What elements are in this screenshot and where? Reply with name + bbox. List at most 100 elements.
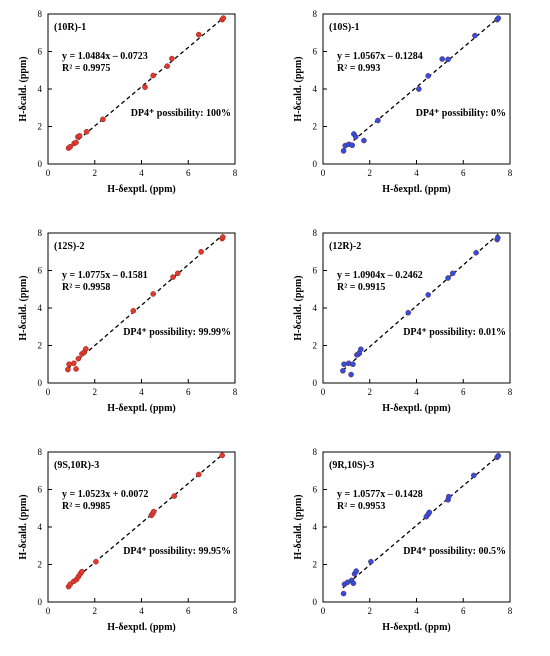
plot-frame xyxy=(322,232,511,384)
data-point xyxy=(470,472,477,479)
data-point xyxy=(65,366,71,373)
x-axis-label: H-δexptl. (ppm) xyxy=(382,403,451,414)
x-tick-label: 0 xyxy=(321,387,326,397)
data-point xyxy=(171,493,178,499)
data-point xyxy=(83,128,90,135)
r-squared-label: R² = 0.9975 xyxy=(62,63,110,74)
x-tick-label: 0 xyxy=(46,168,51,178)
regression-line xyxy=(67,233,224,370)
y-tick-label: 2 xyxy=(313,560,318,570)
y-tick-label: 8 xyxy=(38,228,43,238)
x-tick-label: 8 xyxy=(508,387,513,397)
y-tick-label: 6 xyxy=(38,485,43,495)
panel-title: (9S,10R)-3 xyxy=(54,460,99,471)
x-tick-label: 0 xyxy=(321,168,326,178)
data-point xyxy=(353,568,359,574)
data-point xyxy=(341,361,347,368)
data-point xyxy=(449,270,456,277)
y-tick-label: 6 xyxy=(38,47,43,57)
x-tick-label: 6 xyxy=(461,168,466,178)
y-tick-label: 4 xyxy=(38,303,43,313)
data-point xyxy=(195,31,202,38)
y-tick-label: 0 xyxy=(38,597,43,607)
data-point xyxy=(340,148,347,154)
data-point xyxy=(425,73,431,79)
data-point xyxy=(142,84,148,90)
data-point xyxy=(416,86,422,92)
data-point xyxy=(348,371,354,378)
x-tick-label: 4 xyxy=(414,606,419,616)
data-point xyxy=(174,270,181,277)
panel-title: (10R)-1 xyxy=(54,22,86,33)
data-point xyxy=(169,55,175,62)
y-tick-label: 2 xyxy=(38,341,43,351)
x-tick-label: 4 xyxy=(139,606,144,616)
x-tick-label: 4 xyxy=(414,387,419,397)
equation-label: y = 1.0775x – 0.1581 xyxy=(62,270,148,281)
panel-title: (10S)-1 xyxy=(329,22,360,33)
data-point xyxy=(100,116,106,123)
y-tick-label: 2 xyxy=(38,122,43,132)
y-tick-label: 4 xyxy=(313,84,318,94)
regression-line xyxy=(67,17,224,150)
equation-label: y = 1.0484x – 0.0723 xyxy=(62,51,148,62)
r-squared-label: R² = 0.9985 xyxy=(62,501,110,512)
y-tick-label: 6 xyxy=(313,266,318,276)
x-tick-label: 2 xyxy=(368,606,373,616)
data-point xyxy=(445,493,452,500)
r-squared-label: R² = 0.993 xyxy=(337,63,380,74)
x-tick-label: 8 xyxy=(233,387,238,397)
x-tick-label: 2 xyxy=(368,168,373,178)
y-tick-label: 2 xyxy=(38,560,43,570)
x-tick-label: 4 xyxy=(414,168,419,178)
x-tick-label: 6 xyxy=(186,168,191,178)
data-point xyxy=(495,15,502,21)
x-tick-label: 6 xyxy=(461,387,466,397)
y-axis-label: H-δcald. (ppm) xyxy=(18,494,29,559)
data-point xyxy=(73,366,79,372)
chart-panel-4: 0 2 4 6 8 0 2 4 6 8 H-δexptl. (ppm) H-δcald. (ppm) (… xyxy=(275,219,550,438)
x-tick-label: 2 xyxy=(93,168,98,178)
chart-panel-6: 0 2 4 6 8 0 2 4 6 8 H-δexptl. (ppm) H-δcald. (ppm) (… xyxy=(275,438,550,656)
data-point xyxy=(130,308,137,314)
equation-label: y = 1.0567x – 0.1284 xyxy=(337,51,423,62)
r-squared-label: R² = 0.9958 xyxy=(62,282,110,293)
y-tick-label: 4 xyxy=(313,522,318,532)
r-squared-label: R² = 0.9953 xyxy=(337,501,385,512)
data-point xyxy=(426,509,433,516)
y-tick-label: 0 xyxy=(313,159,318,169)
regression-line xyxy=(342,17,499,151)
y-axis-label: H-δcald. (ppm) xyxy=(293,275,304,340)
x-tick-label: 0 xyxy=(46,387,51,397)
chart-panel-1: 0 2 4 6 8 0 2 4 6 8 H-δexptl. (ppm) H-δcald. (ppm) (… xyxy=(0,0,275,219)
data-point xyxy=(164,63,171,69)
data-point xyxy=(350,361,356,368)
data-point xyxy=(405,309,412,316)
data-point xyxy=(340,368,346,374)
y-tick-label: 4 xyxy=(38,84,43,94)
y-axis-label: H-δcald. (ppm) xyxy=(293,494,304,559)
y-tick-label: 8 xyxy=(313,447,318,457)
data-point xyxy=(75,355,82,362)
dp4-label: DP4⁺ possibility: 0.01% xyxy=(403,327,506,338)
data-point xyxy=(472,32,478,39)
regression-line xyxy=(342,455,499,589)
chart-svg-6: 0 2 4 6 8 0 2 4 6 8 H-δexptl. (ppm) H-δcald. (ppm) (… xyxy=(293,447,513,633)
data-point xyxy=(93,558,99,565)
chart-panel-3: 0 2 4 6 8 0 2 4 6 8 H-δexptl. (ppm) H-δcald. (ppm) (… xyxy=(0,219,275,438)
x-tick-label: 6 xyxy=(186,387,191,397)
y-tick-label: 8 xyxy=(313,228,318,238)
data-point xyxy=(150,291,156,297)
data-point xyxy=(220,234,226,240)
data-point xyxy=(439,56,446,62)
x-tick-label: 4 xyxy=(139,168,144,178)
chart-panel-2: 0 2 4 6 8 0 2 4 6 8 H-δexptl. (ppm) H-δcald. (ppm) (… xyxy=(275,0,550,219)
x-tick-label: 6 xyxy=(186,606,191,616)
equation-label: y = 1.0904x – 0.2462 xyxy=(337,270,423,281)
data-point xyxy=(473,249,479,256)
y-tick-label: 2 xyxy=(313,341,318,351)
y-tick-label: 0 xyxy=(313,378,318,388)
y-axis-label: H-δcald. (ppm) xyxy=(293,56,304,121)
y-tick-label: 4 xyxy=(38,522,43,532)
